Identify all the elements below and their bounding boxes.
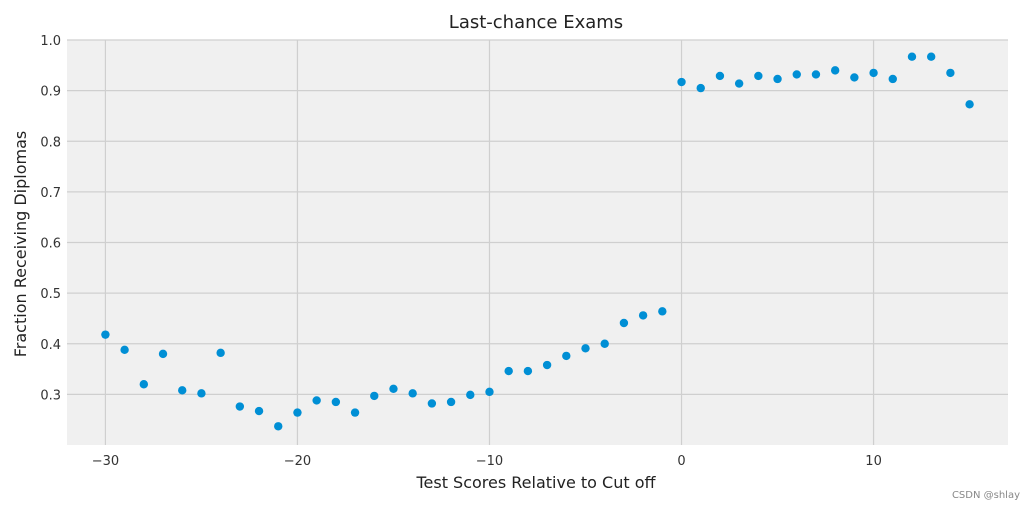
y-tick-label: 0.8 (40, 135, 61, 150)
data-point (600, 339, 609, 348)
y-tick-label: 1.0 (40, 34, 61, 49)
data-point (926, 52, 936, 61)
data-point (581, 344, 590, 353)
data-point (485, 387, 494, 397)
data-point (178, 386, 187, 395)
data-point (101, 330, 110, 339)
x-tick-label: 10 (865, 454, 882, 469)
data-point (562, 351, 571, 361)
data-point (542, 360, 552, 370)
x-tick-labels: −30 −20 −10 0 10 (92, 454, 882, 469)
y-axis-title: Fraction Receiving Diplomas (11, 131, 30, 357)
data-point (312, 396, 321, 405)
x-tick-label: −10 (476, 454, 503, 469)
data-point (888, 74, 897, 84)
x-tick-label: 0 (677, 454, 685, 469)
y-tick-label: 0.3 (40, 388, 61, 403)
data-point (197, 389, 206, 398)
data-point (677, 77, 686, 87)
data-point (504, 366, 513, 376)
data-point (696, 83, 705, 93)
y-tick-label: 0.6 (40, 237, 61, 252)
y-gridlines (67, 39, 1008, 395)
data-point (965, 100, 974, 109)
y-tick-label: 0.4 (40, 338, 61, 353)
data-point (408, 389, 417, 398)
data-point (274, 422, 283, 431)
data-point (638, 311, 648, 320)
data-point (389, 384, 398, 394)
y-tick-label: 0.7 (40, 186, 61, 201)
chart-title: Last-chance Exams (449, 12, 623, 33)
data-point (619, 318, 629, 328)
data-point (734, 79, 744, 88)
data-point (350, 408, 360, 417)
data-point (235, 402, 245, 411)
data-point (773, 74, 782, 84)
data-points (101, 52, 974, 431)
data-point (946, 68, 955, 78)
data-point (293, 408, 302, 417)
x-tick-label: −20 (284, 454, 311, 469)
data-point (830, 66, 840, 75)
data-point (427, 399, 437, 408)
data-point (120, 345, 129, 355)
data-point (139, 380, 149, 389)
data-point (466, 390, 475, 400)
data-point (658, 307, 667, 316)
data-point (158, 349, 168, 359)
data-point (869, 68, 878, 78)
data-point (370, 391, 379, 401)
data-point (523, 366, 533, 376)
data-point (754, 71, 763, 81)
data-point (216, 348, 225, 358)
y-tick-label: 0.5 (40, 287, 61, 302)
y-tick-label: 0.9 (40, 85, 61, 100)
data-point (446, 397, 456, 407)
data-point (907, 52, 917, 61)
data-point (850, 73, 859, 82)
data-point (715, 71, 725, 81)
data-point (792, 70, 801, 79)
x-axis-title: Test Scores Relative to Cut off (415, 473, 656, 492)
data-point (254, 406, 264, 416)
watermark: CSDN @shlay (951, 490, 1020, 501)
y-tick-labels: 0.3 0.4 0.5 0.6 0.7 0.8 0.9 1.0 (40, 34, 61, 403)
data-point (811, 70, 821, 79)
data-point (331, 397, 341, 407)
x-tick-label: −30 (92, 454, 119, 469)
